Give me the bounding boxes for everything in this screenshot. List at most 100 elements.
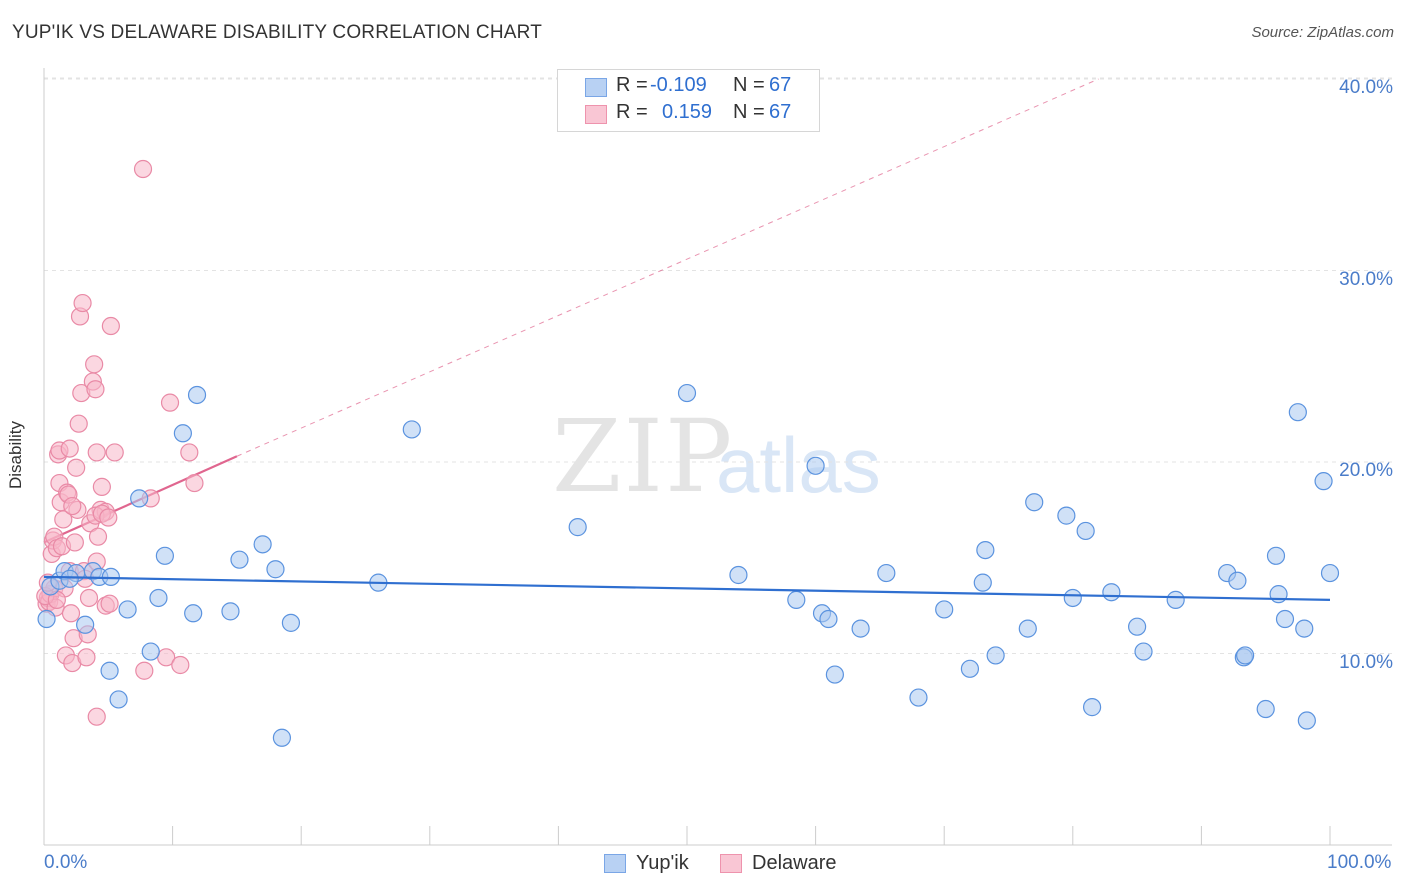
yupik-point xyxy=(37,609,56,629)
delaware-point xyxy=(85,355,104,374)
yupik-point xyxy=(1275,609,1295,629)
delaware-point xyxy=(86,380,105,399)
delaware-point xyxy=(87,707,106,726)
yupik-point xyxy=(1314,472,1333,491)
chart-title: YUP'IK VS DELAWARE DISABILITY CORRELATIO… xyxy=(12,22,543,43)
delaware-point xyxy=(54,510,73,529)
legend-r-label: R = xyxy=(616,74,648,96)
yupik-point xyxy=(230,550,249,569)
delaware-point xyxy=(160,393,180,412)
bottom-legend-swatch-yupik xyxy=(604,854,626,873)
yupik-point xyxy=(184,604,203,623)
delaware-point xyxy=(60,439,79,458)
yupik-point xyxy=(973,573,992,592)
delaware-point xyxy=(171,655,190,675)
yupik-point xyxy=(1102,583,1121,602)
delaware-point xyxy=(99,508,118,527)
delaware-point xyxy=(69,414,88,433)
legend-n-value: 67 xyxy=(769,101,792,123)
yupik-point xyxy=(851,619,870,638)
watermark-atlas: atlas xyxy=(716,421,881,509)
delaware-point xyxy=(87,443,106,462)
delaware-point xyxy=(92,477,111,496)
y-tick-label: 20.0% xyxy=(1339,460,1393,481)
y-tick-label: 10.0% xyxy=(1339,651,1393,673)
yupik-point xyxy=(1266,546,1286,565)
x-tick-max: 100.0% xyxy=(1327,852,1392,873)
bottom-legend-label-delaware: Delaware xyxy=(752,852,837,874)
delaware-point xyxy=(135,661,154,680)
yupik-point xyxy=(877,563,896,583)
y-tick-label: 30.0% xyxy=(1339,268,1393,290)
yupik-point xyxy=(187,385,207,405)
yupik-point xyxy=(1018,619,1037,638)
delaware-trend-extension xyxy=(236,78,1099,457)
delaware-point xyxy=(88,527,108,546)
delaware-point xyxy=(65,533,84,552)
yupik-point xyxy=(149,588,168,608)
yupik-point xyxy=(1236,646,1255,665)
yupik-point xyxy=(402,420,421,439)
yupik-point xyxy=(960,659,980,678)
yupik-point xyxy=(1228,571,1247,590)
yupik-point xyxy=(787,590,806,609)
yupik-point xyxy=(130,489,149,508)
yupik-point xyxy=(819,609,838,629)
yupik-point xyxy=(1297,711,1316,730)
delaware-point xyxy=(100,594,119,613)
source-label: Source: ZipAtlas.com xyxy=(1251,24,1394,41)
yupik-point xyxy=(221,602,240,621)
y-tick-label: 40.0% xyxy=(1339,77,1393,98)
yupik-point xyxy=(976,540,995,560)
delaware-point xyxy=(63,496,82,516)
legend-r-label: R = xyxy=(616,101,648,123)
delaware-point xyxy=(180,443,199,462)
yupik-point xyxy=(253,535,272,554)
delaware-point xyxy=(185,473,204,493)
watermark-zip: ZIP xyxy=(552,398,735,515)
yupik-point xyxy=(60,569,79,588)
gridlines xyxy=(44,77,1392,654)
delaware-point xyxy=(101,316,120,336)
yupik-point xyxy=(1295,619,1314,638)
yupik-point xyxy=(935,600,954,619)
yupik-point xyxy=(806,456,825,475)
yupik-point xyxy=(100,661,119,680)
delaware-point xyxy=(133,159,153,179)
yupik-trend-line xyxy=(43,575,1331,601)
delaware-point xyxy=(79,588,99,608)
yupik-point xyxy=(1076,521,1095,541)
yupik-point xyxy=(141,642,160,661)
delaware-points xyxy=(36,159,204,726)
delaware-point xyxy=(73,293,92,313)
yupik-point xyxy=(272,728,292,747)
yupik-point xyxy=(825,665,844,684)
yupik-trend xyxy=(43,575,1331,601)
delaware-point xyxy=(61,604,81,623)
yupik-point xyxy=(266,560,285,579)
yupik-point xyxy=(1166,590,1185,609)
yupik-point xyxy=(1063,588,1082,608)
yupik-point xyxy=(568,518,587,537)
yupik-point xyxy=(909,688,928,707)
yupik-point xyxy=(1288,403,1307,422)
yupik-point xyxy=(1057,506,1076,525)
bottom-legend-label-yupik: Yup'ik xyxy=(636,852,689,874)
yupik-point xyxy=(109,690,128,709)
legend-swatch-yupik xyxy=(585,78,607,97)
legend-n-label: N = xyxy=(733,101,765,123)
legend-r-value: -0.109 xyxy=(650,74,707,96)
axes xyxy=(43,68,1392,846)
yupik-point xyxy=(1320,563,1340,583)
delaware-point xyxy=(67,458,86,477)
yupik-point xyxy=(1127,617,1147,636)
yupik-point xyxy=(677,383,697,403)
delaware-trend xyxy=(43,78,1099,544)
y-axis-label: Disability xyxy=(6,420,25,490)
legend: R = -0.109 N = 67 R = 0.159 N = 67 xyxy=(557,69,820,132)
yupik-point xyxy=(1082,698,1102,717)
yupik-point xyxy=(118,600,137,619)
delaware-point xyxy=(77,648,96,667)
x-tick-min: 0.0% xyxy=(44,852,88,873)
